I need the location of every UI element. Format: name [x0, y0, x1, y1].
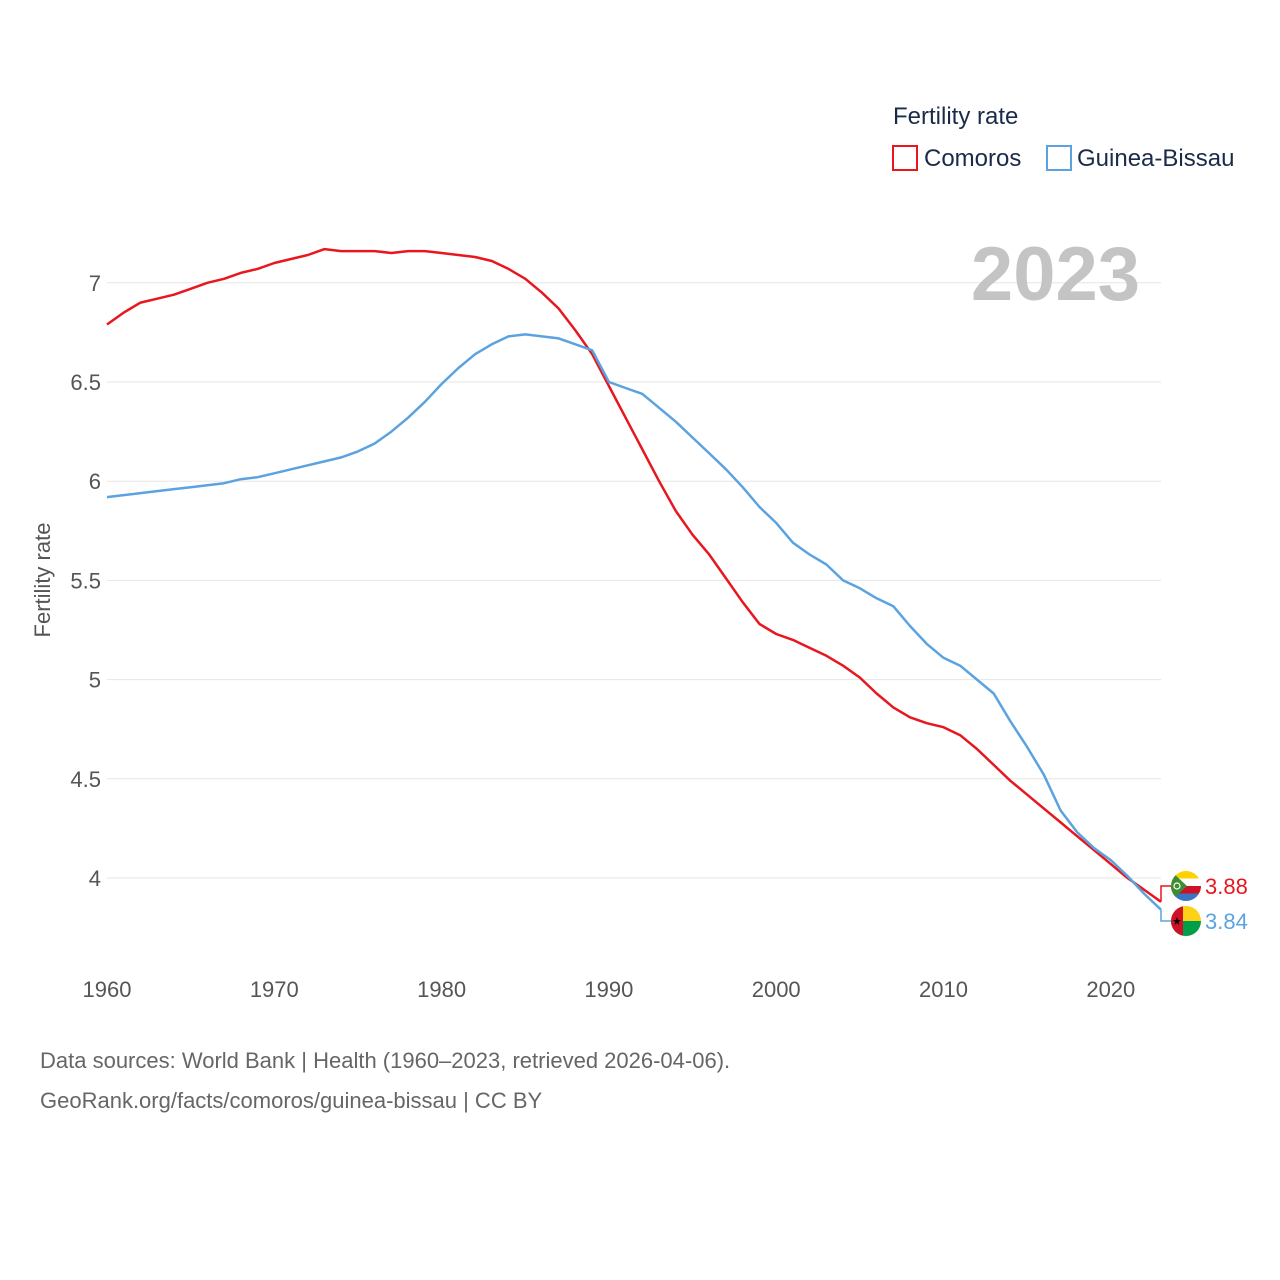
y-axis-label: Fertility rate [30, 523, 55, 638]
end-markers: 3.88 3.84 [1160, 871, 1248, 936]
grid [107, 282, 1161, 879]
x-tick-label: 2010 [919, 977, 968, 1002]
end-value-label: 3.88 [1205, 874, 1248, 899]
legend-title: Fertility rate [893, 103, 1018, 130]
y-tick-label: 4 [89, 866, 101, 891]
current-year-label: 2023 [971, 232, 1140, 317]
x-axis: 1960 1970 1980 1990 2000 2010 2020 [83, 977, 1136, 1002]
y-tick-label: 4.5 [70, 767, 101, 792]
series-line-comoros[interactable] [106, 247, 1162, 903]
comoros-flag-icon [1171, 871, 1201, 901]
y-tick-label: 6.5 [70, 370, 101, 395]
y-axis: 4 4.5 5 5.5 6 6.5 7 [70, 271, 101, 891]
y-tick-label: 5 [89, 668, 101, 693]
guinea-bissau-flag-icon [1171, 906, 1201, 936]
legend-label-guinea-bissau[interactable]: Guinea-Bissau [1077, 145, 1234, 172]
y-tick-label: 7 [89, 271, 101, 296]
x-tick-label: 1980 [417, 977, 466, 1002]
y-tick-label: 6 [89, 469, 101, 494]
x-tick-label: 2020 [1086, 977, 1135, 1002]
x-tick-label: 2000 [752, 977, 801, 1002]
x-tick-label: 1990 [584, 977, 633, 1002]
end-connector [1160, 909, 1172, 922]
attribution-link[interactable]: GeoRank.org/facts/comoros/guinea-bissau … [40, 1088, 542, 1113]
source-line: Data sources: World Bank | Health (1960–… [40, 1048, 730, 1073]
x-tick-label: 1970 [250, 977, 299, 1002]
legend: Fertility rate Comoros Guinea-Bissau [892, 103, 1234, 172]
x-tick-label: 1960 [83, 977, 132, 1002]
legend-swatch-guinea-bissau[interactable] [1046, 145, 1072, 171]
y-tick-label: 5.5 [70, 568, 101, 593]
series-line-guinea-bissau[interactable] [106, 333, 1162, 911]
legend-swatch-comoros[interactable] [892, 145, 918, 171]
series-lines [106, 247, 1162, 911]
end-connector [1160, 885, 1172, 902]
end-value-label: 3.84 [1205, 909, 1248, 934]
legend-label-comoros[interactable]: Comoros [924, 145, 1021, 172]
